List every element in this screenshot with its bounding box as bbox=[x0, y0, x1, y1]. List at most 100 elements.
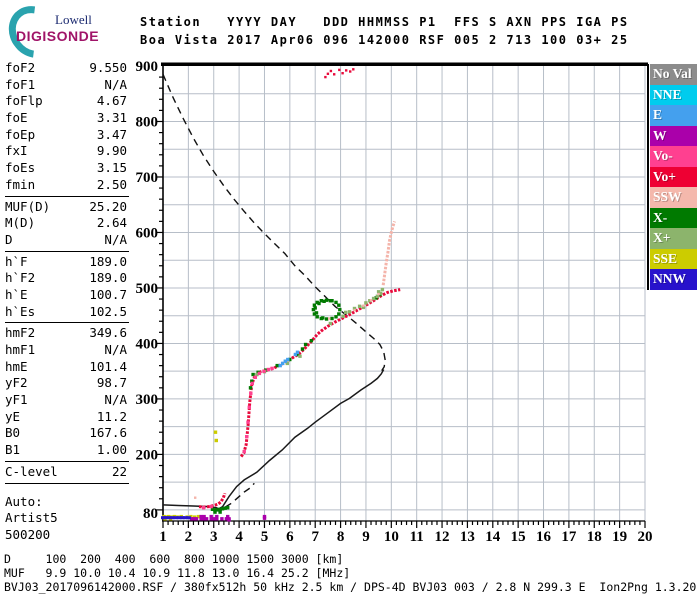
series-e-dots-blue bbox=[278, 350, 300, 368]
param-value: N/A bbox=[104, 76, 127, 92]
series-valley-dashed bbox=[224, 482, 255, 508]
param-row: foEp 3.47 bbox=[5, 127, 127, 144]
param-label: foF2 bbox=[5, 60, 36, 75]
autoscaling-line: 500200 bbox=[5, 526, 51, 542]
param-value: 2.50 bbox=[96, 176, 127, 192]
svg-text:13: 13 bbox=[460, 529, 475, 545]
param-value: 9.90 bbox=[96, 143, 127, 159]
param-label: foEp bbox=[5, 126, 36, 142]
autoscaling-line: Artist5 bbox=[5, 510, 58, 526]
param-row: h`E 100.7 bbox=[5, 287, 127, 304]
series-ssw-dots bbox=[194, 292, 380, 499]
plot-gridlines bbox=[163, 66, 646, 521]
svg-text:6: 6 bbox=[286, 529, 294, 545]
param-label: h`F2 bbox=[5, 270, 36, 286]
param-value: 1.00 bbox=[96, 442, 127, 458]
param-value: 11.2 bbox=[96, 408, 127, 424]
param-value: 189.0 bbox=[89, 270, 127, 286]
param-row: foF2 9.550 bbox=[5, 60, 127, 77]
param-label: yF2 bbox=[5, 375, 28, 391]
logo-lowell-text: Lowell bbox=[55, 12, 92, 27]
param-value: 3.15 bbox=[96, 160, 127, 176]
svg-text:18: 18 bbox=[587, 529, 602, 545]
param-row: foE 3.31 bbox=[5, 110, 127, 127]
param-label: yE bbox=[5, 408, 21, 424]
param-divider bbox=[5, 250, 129, 252]
svg-text:16: 16 bbox=[536, 529, 552, 545]
param-row: D N/A bbox=[5, 232, 127, 249]
param-row: h`F2 189.0 bbox=[5, 270, 127, 287]
param-value: 102.5 bbox=[89, 303, 127, 319]
svg-text:4: 4 bbox=[235, 529, 243, 545]
param-row: MUF(D) 25.20 bbox=[5, 199, 127, 216]
param-value: 100.7 bbox=[89, 286, 127, 302]
series-true-height-profile bbox=[162, 369, 385, 510]
param-value: 9.550 bbox=[89, 60, 127, 75]
param-label: hmF2 bbox=[5, 325, 36, 341]
param-label: h`Es bbox=[5, 303, 36, 319]
param-row: yF1 N/A bbox=[5, 392, 127, 409]
svg-text:800: 800 bbox=[136, 114, 159, 130]
legend-separator bbox=[647, 64, 649, 290]
svg-text:10: 10 bbox=[384, 529, 399, 545]
svg-text:7: 7 bbox=[311, 529, 319, 545]
param-label: fmin bbox=[5, 176, 36, 192]
param-value: 2.64 bbox=[96, 215, 127, 231]
series-transmission-curve-dashed bbox=[162, 74, 386, 371]
param-label: yF1 bbox=[5, 392, 28, 408]
param-value: 22 bbox=[111, 463, 127, 479]
param-label: foEs bbox=[5, 160, 36, 176]
param-label: h`E bbox=[5, 286, 28, 302]
svg-text:900: 900 bbox=[136, 59, 159, 75]
svg-text:17: 17 bbox=[561, 529, 577, 545]
param-value: 101.4 bbox=[89, 358, 127, 374]
svg-text:11: 11 bbox=[410, 529, 424, 545]
param-divider bbox=[5, 195, 129, 197]
param-value: N/A bbox=[104, 342, 127, 357]
param-row: h`Es 102.5 bbox=[5, 304, 127, 321]
param-label: B1 bbox=[5, 442, 21, 458]
autoscaling-line: Auto: bbox=[5, 493, 43, 509]
logo-digisonde-text: DIGISONDE bbox=[16, 28, 100, 44]
param-value: 167.6 bbox=[89, 425, 127, 441]
legend-item-vo+: Vo+ bbox=[650, 166, 697, 187]
param-divider bbox=[5, 322, 129, 324]
svg-text:2: 2 bbox=[185, 529, 193, 545]
param-row: hmF2 349.6 bbox=[5, 325, 127, 342]
direction-color-legend: No Val NNE E W Vo- Vo+ SSW X- X+ SSE NNW bbox=[650, 64, 697, 290]
param-row: foEs 3.15 bbox=[5, 160, 127, 177]
svg-text:80: 80 bbox=[143, 506, 158, 522]
station-header: Station YYYY DAY DDD HHMMSS P1 FFS S AXN… bbox=[140, 13, 629, 49]
station-header-columns: Station YYYY DAY DDD HHMMSS P1 FFS S AXN… bbox=[140, 15, 629, 29]
muf-distance-row: D 100 200 400 600 800 1000 1500 3000 [km… bbox=[4, 552, 344, 566]
footer-block: D 100 200 400 600 800 1000 1500 3000 [km… bbox=[4, 552, 696, 594]
param-value: N/A bbox=[104, 392, 127, 408]
station-header-values: Boa Vista 2017 Apr06 096 142000 RSF 005 … bbox=[140, 33, 629, 47]
param-value: 349.6 bbox=[89, 325, 127, 341]
param-label: hmE bbox=[5, 358, 28, 374]
legend-item-ssw: SSW bbox=[650, 187, 697, 208]
svg-text:200: 200 bbox=[136, 447, 159, 463]
param-row: h`F 189.0 bbox=[5, 254, 127, 271]
param-row: B0 167.6 bbox=[5, 425, 127, 442]
x-axis: 1 2 3 4 5 6 7 8 9 10 11 12 13 14 15 16 17 18 19 20 bbox=[159, 521, 653, 545]
param-value: 189.0 bbox=[89, 253, 127, 269]
legend-item-sse: SSE bbox=[650, 248, 697, 269]
plot-frame bbox=[162, 65, 645, 522]
svg-text:1: 1 bbox=[159, 529, 167, 545]
svg-text:3: 3 bbox=[210, 529, 218, 545]
plot-top-border bbox=[161, 62, 648, 66]
param-label: MUF(D) bbox=[5, 198, 51, 214]
legend-item-x-: X- bbox=[650, 207, 697, 228]
param-row: yF2 98.7 bbox=[5, 375, 127, 392]
legend-item-nne: NNE bbox=[650, 84, 697, 105]
legend-item-vo-: Vo- bbox=[650, 146, 697, 167]
series-x-asymptote-ssw bbox=[381, 220, 397, 286]
param-row: hmF1 N/A bbox=[5, 342, 127, 359]
param-label: D bbox=[5, 231, 13, 247]
autoscaling-block: Auto: Artist5 500200 bbox=[5, 494, 131, 544]
param-row: hmE 101.4 bbox=[5, 359, 127, 376]
param-label: foFlp bbox=[5, 93, 43, 109]
svg-text:9: 9 bbox=[362, 529, 370, 545]
param-label: M(D) bbox=[5, 215, 36, 231]
